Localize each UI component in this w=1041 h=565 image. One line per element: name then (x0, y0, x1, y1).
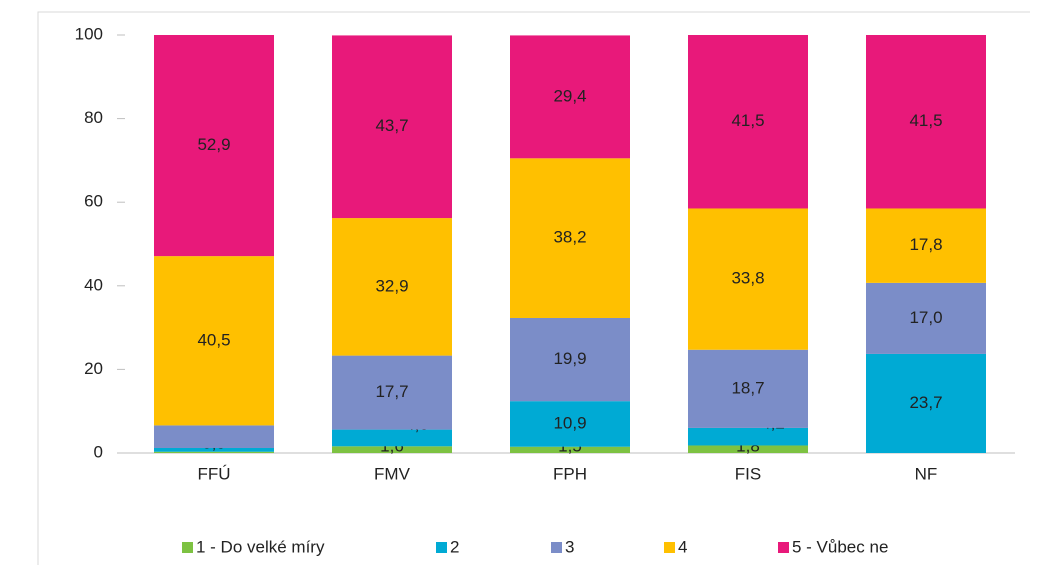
data-label: 43,7 (375, 116, 408, 135)
bar-segment (866, 353, 986, 453)
y-tick-label: 20 (84, 359, 103, 378)
bar-segment (688, 35, 808, 209)
bar-segment (510, 317, 630, 402)
bar-segment (688, 208, 808, 350)
chart-frame (37, 11, 1030, 565)
legend-swatch (182, 542, 193, 553)
bar-segment (332, 35, 452, 219)
y-tick-label: 40 (84, 275, 103, 294)
data-label: 41,5 (731, 111, 764, 130)
y-tick-label: 100 (75, 24, 103, 43)
x-tick-label: FPH (553, 464, 587, 483)
data-label: 10,9 (553, 413, 586, 432)
bar-segment (154, 447, 274, 452)
legend-swatch (551, 542, 562, 553)
bar-segment (866, 208, 986, 283)
data-label: 18,7 (731, 378, 764, 397)
data-label: 52,9 (197, 135, 230, 154)
legend-label: 5 - Vůbec ne (792, 537, 888, 556)
legend-swatch (664, 542, 675, 553)
bar-segment (510, 401, 630, 447)
legend-swatch (778, 542, 789, 553)
bar-segment (332, 355, 452, 430)
data-label: 33,8 (731, 269, 764, 288)
data-label: 17,0 (909, 308, 942, 327)
legend-label: 3 (565, 537, 574, 556)
bar-segment (510, 446, 630, 453)
bar-segment (154, 35, 274, 257)
legend-swatch (436, 542, 447, 553)
bar-segment (510, 35, 630, 159)
data-label: 38,2 (553, 228, 586, 247)
data-label: 19,9 (553, 349, 586, 368)
bar-segment (332, 429, 452, 447)
data-label: 23,7 (909, 393, 942, 412)
bar-segment (154, 451, 274, 453)
y-tick-label: 0 (94, 442, 103, 461)
x-tick-label: FIS (735, 464, 761, 483)
data-label: 17,7 (375, 382, 408, 401)
bar-segment (866, 35, 986, 209)
data-label: 32,9 (375, 276, 408, 295)
bar-segment (688, 349, 808, 428)
legend-label: 1 - Do velké míry (196, 537, 325, 556)
data-label: 29,4 (553, 86, 586, 105)
bar-segment (154, 425, 274, 448)
bar-segment (866, 282, 986, 354)
bar-segment (332, 218, 452, 356)
bar-segment (510, 158, 630, 318)
data-label: 41,5 (909, 111, 942, 130)
legend-label: 4 (678, 537, 687, 556)
x-tick-label: NF (915, 464, 938, 483)
legend-label: 2 (450, 537, 459, 556)
data-label: 17,8 (909, 235, 942, 254)
x-tick-label: FMV (374, 464, 411, 483)
y-tick-label: 80 (84, 108, 103, 127)
y-tick-label: 60 (84, 192, 103, 211)
x-tick-label: FFÚ (197, 464, 230, 483)
bar-segment (332, 446, 452, 453)
bar-segment (688, 427, 808, 446)
bar-segment (154, 256, 274, 426)
bar-segment (688, 445, 808, 453)
data-label: 40,5 (197, 330, 230, 349)
